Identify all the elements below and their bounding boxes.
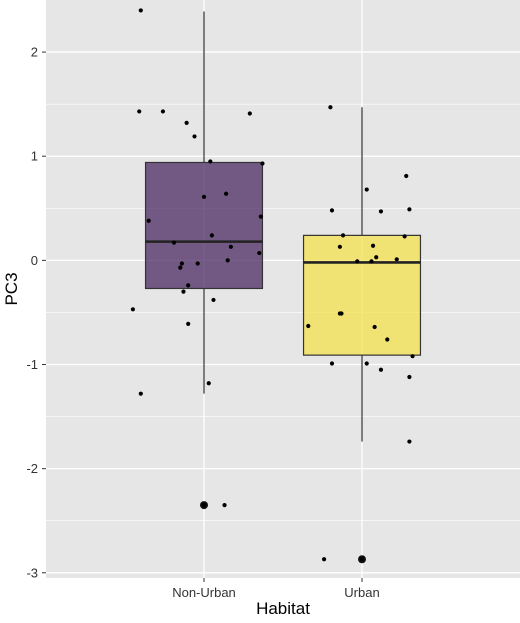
iqr-box: [302, 234, 422, 356]
data-point: [225, 258, 230, 263]
data-point: [407, 439, 412, 444]
y-tick-label: 1: [31, 149, 38, 164]
data-point: [329, 208, 335, 213]
data-point: [222, 502, 227, 508]
data-point: [355, 259, 360, 264]
data-point: [364, 187, 369, 192]
data-point: [328, 105, 333, 110]
data-point: [407, 207, 412, 212]
data-point: [337, 244, 342, 249]
data-point: [138, 391, 143, 396]
data-point: [369, 259, 374, 264]
data-point: [394, 257, 399, 262]
y-tick-label: 2: [31, 45, 38, 60]
data-point: [247, 111, 252, 116]
data-point: [195, 261, 200, 266]
data-point: [208, 159, 213, 164]
data-point: [339, 311, 344, 316]
data-point: [186, 283, 191, 288]
data-point: [192, 134, 197, 139]
plot-panel: [46, 0, 520, 578]
data-point: [374, 255, 379, 260]
x-axis-title: Habitat: [256, 599, 310, 618]
data-point: [138, 8, 143, 13]
x-tick-label: Non-Urban: [172, 585, 236, 600]
data-point: [179, 261, 184, 266]
data-point: [130, 307, 135, 312]
data-point: [260, 161, 265, 166]
data-point: [184, 120, 189, 125]
data-point: [364, 361, 369, 366]
y-axis-ticks: -3 -2 -1 0 1 2: [26, 45, 46, 580]
data-point: [402, 234, 407, 239]
data-point: [228, 244, 233, 249]
data-point: [206, 381, 211, 386]
y-tick-label: -1: [26, 357, 38, 372]
data-point: [137, 109, 142, 114]
data-point: [209, 233, 214, 238]
data-point: [181, 289, 186, 294]
data-point: [146, 218, 151, 223]
data-point: [378, 367, 384, 372]
y-axis-title: PC3: [2, 272, 21, 305]
jitter-points: [130, 8, 415, 562]
data-point: [186, 321, 191, 326]
data-point: [410, 354, 415, 359]
box-layer: [144, 11, 422, 564]
data-point: [378, 209, 384, 214]
data-point: [201, 194, 207, 199]
y-tick-label: -3: [26, 565, 38, 580]
data-point: [258, 214, 263, 219]
data-point: [340, 233, 346, 238]
y-tick-label: -2: [26, 461, 38, 476]
data-point: [329, 361, 335, 366]
data-point: [224, 191, 229, 196]
data-point: [201, 502, 207, 508]
data-point: [372, 324, 377, 330]
data-point: [407, 374, 412, 380]
data-point: [171, 240, 177, 245]
data-point: [211, 297, 216, 303]
data-point: [306, 323, 311, 329]
iqr-box: [144, 161, 264, 290]
x-axis-ticks: Non-Urban Urban: [172, 578, 380, 600]
data-point: [321, 557, 327, 562]
y-tick-label: 0: [31, 253, 38, 268]
data-point: [178, 265, 183, 270]
data-point: [385, 337, 390, 342]
data-point: [160, 109, 166, 114]
data-point: [257, 250, 262, 256]
box-non-urban: [144, 11, 264, 510]
box-urban: [302, 107, 422, 564]
data-point: [370, 243, 376, 248]
x-tick-label: Urban: [344, 585, 379, 600]
data-point: [404, 173, 409, 179]
data-point: [359, 557, 365, 562]
